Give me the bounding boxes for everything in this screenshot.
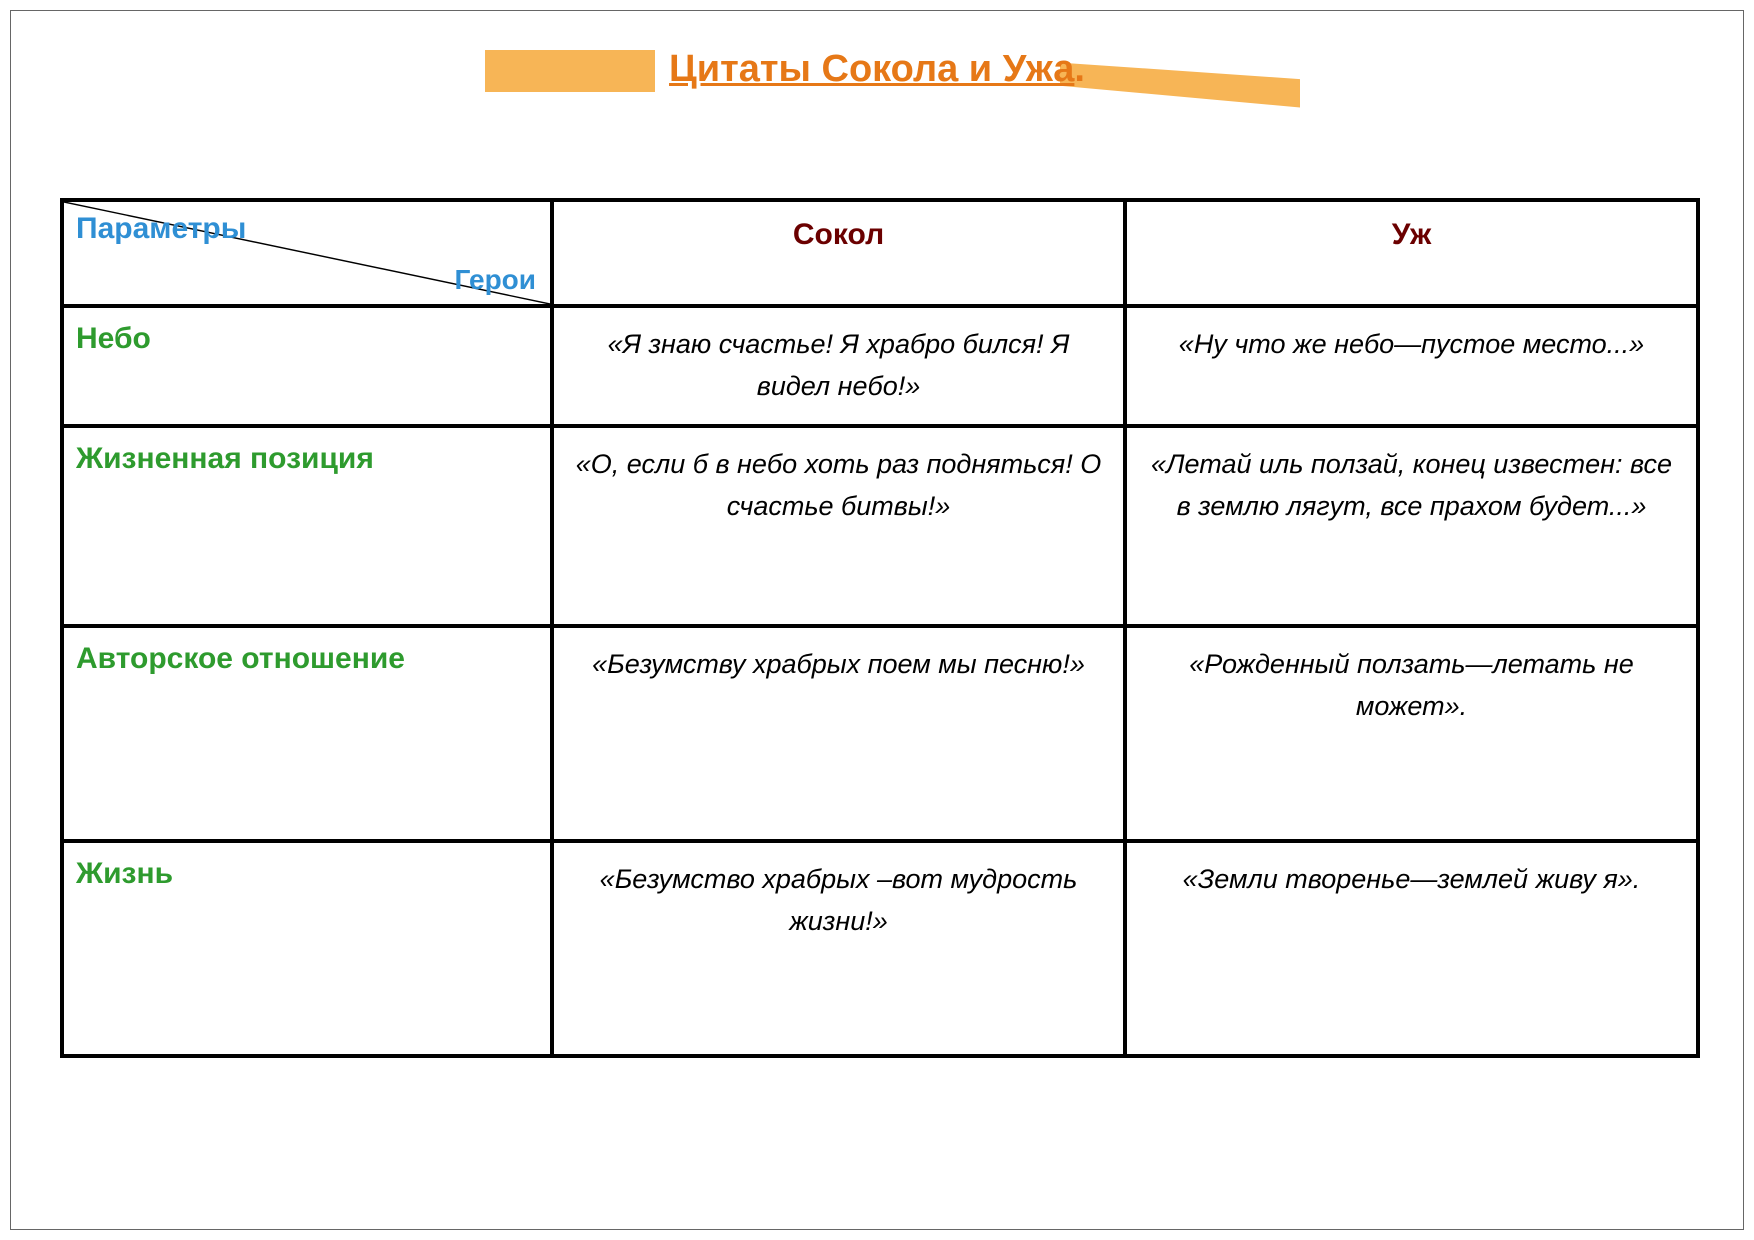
hero1-quote: «Безумству храбрых поем мы песню!» xyxy=(552,626,1125,841)
diagonal-header-cell: Параметры Герои xyxy=(62,200,552,306)
table-row: Жизненная позиция «О, если б в небо хоть… xyxy=(62,426,1698,626)
hero1-quote: «Безумство храбрых –вот мудрость жизни!» xyxy=(552,841,1125,1056)
table-header-row: Параметры Герои Сокол Уж xyxy=(62,200,1698,306)
title-main: Цитаты Сокола и Ужа xyxy=(669,48,1074,90)
hero2-quote: «Летай иль ползай, конец известен: все в… xyxy=(1125,426,1698,626)
hero1-quote: «О, если б в небо хоть раз подняться! О … xyxy=(552,426,1125,626)
param-cell: Авторское отношение xyxy=(62,626,552,841)
hero2-quote: «Земли творенье—землей живу я». xyxy=(1125,841,1698,1056)
hero2-header: Уж xyxy=(1125,200,1698,306)
table-row: Жизнь «Безумство храбрых –вот мудрость ж… xyxy=(62,841,1698,1056)
hero2-quote: «Рожденный ползать—летать не может». xyxy=(1125,626,1698,841)
hero2-quote: «Ну что же небо—пустое место...» xyxy=(1125,306,1698,426)
page-title: Цитаты Сокола и Ужа. xyxy=(0,48,1754,91)
param-cell: Жизненная позиция xyxy=(62,426,552,626)
quotes-table: Параметры Герои Сокол Уж Небо «Я знаю сч… xyxy=(60,198,1700,1058)
title-bar: Цитаты Сокола и Ужа. xyxy=(0,48,1754,128)
param-cell: Жизнь xyxy=(62,841,552,1056)
table-row: Небо «Я знаю счастье! Я храбро бился! Я … xyxy=(62,306,1698,426)
title-dot: . xyxy=(1074,48,1085,90)
table-row: Авторское отношение «Безумству храбрых п… xyxy=(62,626,1698,841)
param-cell: Небо xyxy=(62,306,552,426)
hero1-quote: «Я знаю счастье! Я храбро бился! Я видел… xyxy=(552,306,1125,426)
param-axis-label: Параметры xyxy=(76,212,246,246)
hero1-header: Сокол xyxy=(552,200,1125,306)
heroes-axis-label: Герои xyxy=(455,264,536,296)
